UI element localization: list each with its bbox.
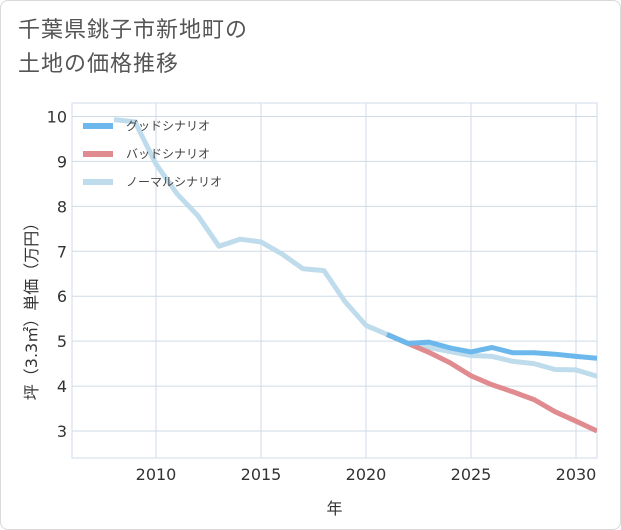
legend-label: バッドシナリオ — [126, 147, 210, 161]
y-tick-label: 6 — [57, 287, 67, 306]
series-line-0 — [386, 332, 597, 361]
y-tick-label: 4 — [57, 377, 67, 396]
y-tick-label: 8 — [57, 197, 67, 216]
y-tick-label: 5 — [57, 332, 67, 351]
x-tick-label: 2025 — [451, 465, 492, 484]
x-tick-label: 2010 — [136, 465, 177, 484]
x-tick-label: 2015 — [241, 465, 282, 484]
series-lines — [113, 117, 597, 434]
series-line-1 — [386, 332, 597, 434]
legend-label: ノーマルシナリオ — [126, 175, 222, 189]
x-axis-title: 年 — [326, 499, 342, 518]
plot-area — [71, 102, 598, 459]
series-line-2 — [113, 117, 597, 379]
y-axis-title: 坪（3.3㎡）単価（万円） — [22, 215, 41, 400]
chart-title: 千葉県銚子市新地町の 土地の価格推移 — [18, 14, 248, 82]
legend-label: グッドシナリオ — [126, 119, 210, 133]
title-line-2: 土地の価格推移 — [18, 52, 180, 77]
x-tick-label: 2030 — [556, 465, 597, 484]
title-line-1: 千葉県銚子市新地町の — [18, 18, 249, 43]
y-tick-label: 10 — [47, 107, 67, 126]
grid — [71, 102, 598, 459]
y-tick-label: 7 — [57, 242, 67, 261]
x-tick-label: 2020 — [346, 465, 387, 484]
y-tick-label: 3 — [57, 422, 67, 441]
axes: 2010 2015 2020 2025 2030 3 4 5 6 7 8 9 10 年 坪（3.3㎡）単価（… — [22, 107, 596, 518]
y-tick-label: 9 — [57, 152, 67, 171]
